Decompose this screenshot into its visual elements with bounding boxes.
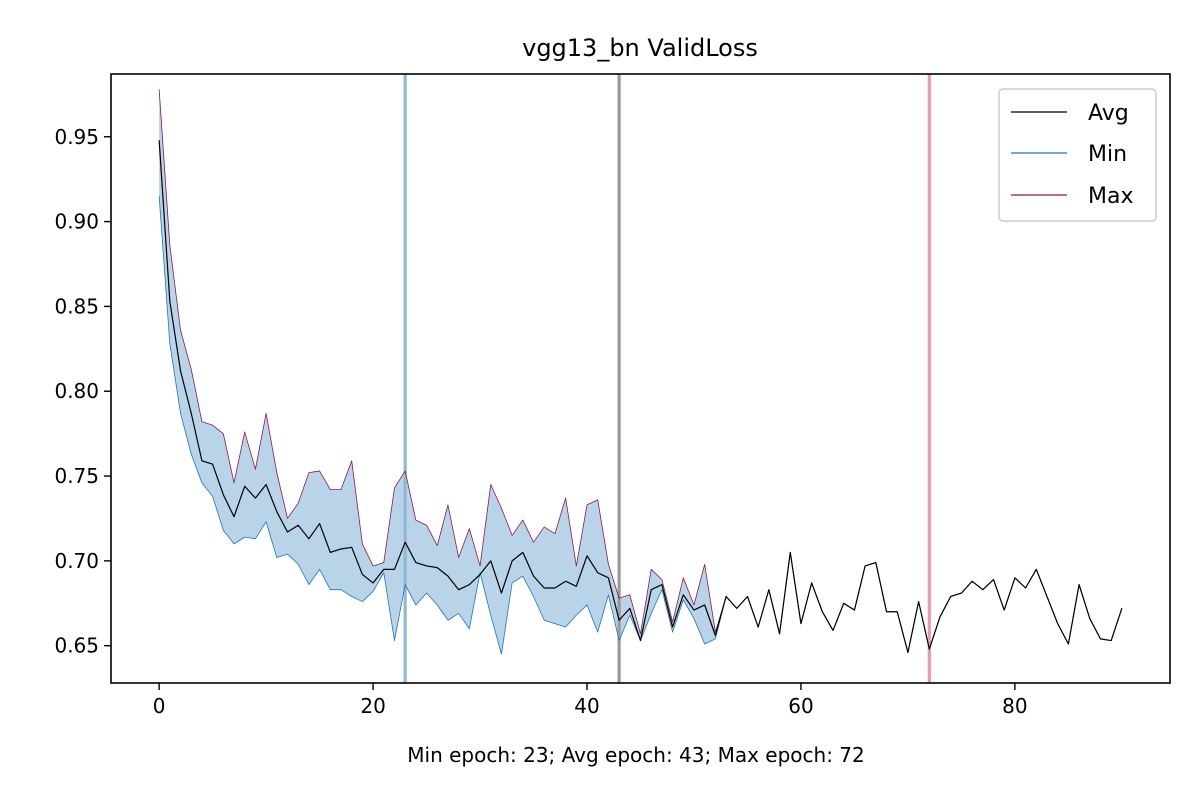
x-axis-label: Min epoch: 23; Avg epoch: 43; Max epoch:… (407, 743, 865, 767)
y-tick-label: 0.80 (54, 379, 99, 403)
legend-max-label: Max (1088, 184, 1133, 209)
legend: Avg Min Max (998, 88, 1157, 222)
y-tick-label: 0.85 (54, 294, 99, 318)
x-tick-label: 80 (1002, 694, 1027, 718)
y-tick-label: 0.70 (54, 549, 99, 573)
y-tick-label: 0.75 (54, 464, 99, 488)
y-tick-label: 0.95 (54, 125, 99, 149)
x-tick-label: 40 (574, 694, 599, 718)
x-tick-label: 0 (153, 694, 166, 718)
legend-min-label: Min (1088, 142, 1127, 167)
y-tick-label: 0.90 (54, 210, 99, 234)
min-max-band (159, 89, 1122, 655)
series-line-avg (158, 140, 1123, 654)
plot-area (158, 74, 1123, 683)
x-tick-label: 60 (788, 694, 813, 718)
y-tick-label: 0.65 (54, 634, 99, 658)
axes: 0 20 40 60 80 0.65 0.70 0.75 0.80 0.85 0.90 0.95 (54, 125, 1027, 718)
x-tick-label: 20 (360, 694, 385, 718)
legend-box (998, 88, 1157, 222)
legend-avg-label: Avg (1088, 101, 1129, 126)
chart-title: vgg13_bn ValidLoss (522, 34, 758, 62)
plot-frame (110, 73, 1171, 684)
